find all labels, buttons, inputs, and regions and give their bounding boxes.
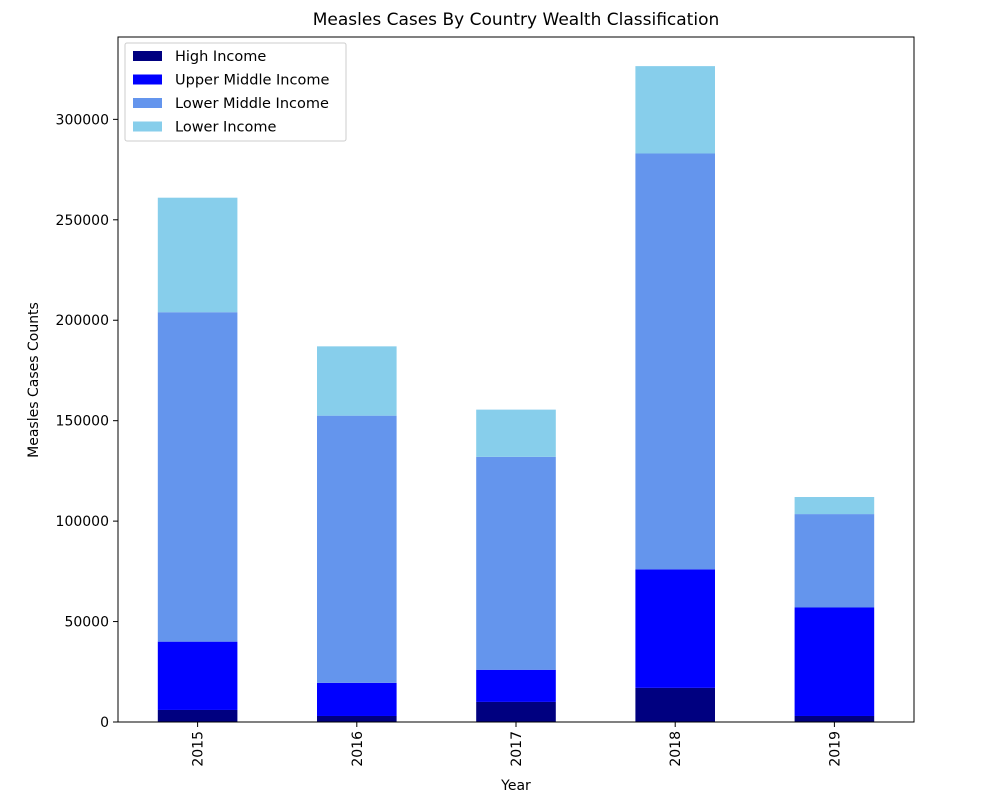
bar-2018-series-2 [635, 153, 715, 570]
x-axis-label: Year [500, 778, 531, 794]
bar-2017-series-2 [476, 456, 556, 670]
bar-2017-series-0 [476, 701, 556, 722]
y-tick-label: 100000 [56, 514, 109, 530]
y-tick-label: 250000 [56, 213, 109, 229]
bar-2017-series-1 [476, 669, 556, 702]
y-tick-label: 0 [100, 715, 109, 731]
bar-2016-series-0 [317, 715, 397, 722]
legend-swatch [133, 74, 162, 85]
legend-swatch [133, 98, 162, 108]
y-axis: 0 50000 100000 150000 200000 250000 300000 [56, 112, 118, 731]
bar-2018-series-1 [635, 569, 715, 688]
bar-2015-series-3 [157, 197, 238, 313]
bar-2016-series-2 [317, 415, 397, 683]
bar-2016-series-3 [317, 346, 397, 416]
legend-label: Lower Middle Income [175, 96, 329, 112]
x-tick-label: 2017 [509, 731, 525, 767]
x-tick-label: 2016 [350, 731, 366, 767]
y-axis-label: Measles Cases Counts [26, 302, 42, 458]
y-tick-label: 150000 [56, 414, 109, 430]
bar-2018-series-0 [635, 687, 715, 722]
bar-2019-series-3 [794, 497, 875, 515]
bar-2017-series-3 [476, 409, 556, 457]
legend-frame [124, 42, 347, 142]
plot-frame [117, 36, 915, 723]
x-axis: 2015 2016 2017 2018 2019 [191, 722, 843, 767]
y-tick-label: 50000 [64, 615, 109, 631]
bars-group [157, 66, 875, 722]
bar-2015-series-0 [157, 709, 238, 722]
bar-2018-series-3 [635, 66, 715, 154]
legend-label: Lower Income [175, 120, 276, 136]
bar-2016-series-1 [317, 682, 397, 716]
bar-2015-series-2 [157, 312, 238, 642]
x-tick-label: 2018 [668, 731, 684, 767]
legend: High Income Upper Middle Income Lower Midd… [124, 42, 347, 142]
legend-swatch [133, 51, 162, 61]
x-tick-label: 2019 [827, 731, 843, 767]
legend-label: Upper Middle Income [175, 73, 329, 89]
bar-2019-series-0 [794, 715, 875, 722]
bar-2019-series-1 [794, 607, 875, 716]
x-tick-label: 2015 [191, 731, 207, 767]
legend-label: High Income [175, 49, 266, 65]
bar-2019-series-2 [794, 514, 875, 608]
legend-swatch [133, 121, 162, 132]
y-tick-label: 200000 [56, 313, 109, 329]
bar-2015-series-1 [157, 641, 238, 710]
chart-title: Measles Cases By Country Wealth Classifi… [313, 10, 720, 30]
y-tick-label: 300000 [56, 112, 109, 128]
